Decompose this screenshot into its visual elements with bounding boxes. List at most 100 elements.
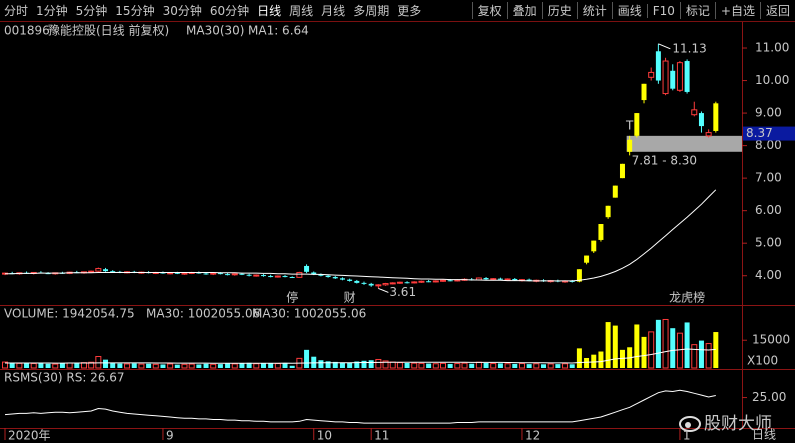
period-tab[interactable]: 多周期: [353, 4, 390, 18]
candle-body: [619, 163, 625, 179]
volume-bar: [691, 344, 698, 369]
high-label: 11.13: [672, 41, 706, 55]
volume-bar: [59, 363, 65, 368]
tool-button[interactable]: 画线: [611, 2, 647, 19]
candle-body: [253, 274, 260, 277]
volume-bar: [389, 361, 396, 369]
volume-bar: [217, 364, 223, 368]
candle-body: [103, 269, 109, 272]
period-tab[interactable]: 更多: [397, 4, 422, 18]
volume-bar: [518, 363, 525, 369]
x-tick-label: 12: [525, 429, 540, 443]
volume-bar: [311, 356, 317, 368]
candle-body: [368, 283, 374, 286]
candle-body: [354, 280, 360, 283]
candle-body: [612, 185, 618, 198]
volume-unit: X100: [747, 354, 778, 368]
volume-bar: [497, 363, 503, 368]
candle-body: [454, 279, 461, 282]
period-tab[interactable]: 分时: [4, 4, 29, 18]
ma-label: MA30(30): [186, 24, 244, 38]
candle-body: [591, 240, 597, 252]
volume-bar: [662, 318, 669, 369]
tool-button[interactable]: F10: [646, 3, 680, 18]
stock-name: 豫能控股(日线 前复权): [48, 23, 169, 38]
volume-bar: [411, 362, 418, 369]
last-price-label: 8.37: [746, 126, 773, 140]
candle-body: [332, 277, 338, 279]
period-tab[interactable]: 5分钟: [75, 4, 108, 18]
volume-bar: [2, 361, 8, 369]
period-label: 日线: [752, 428, 776, 442]
watermark: 股财大师: [704, 414, 772, 434]
candle-body: [670, 70, 676, 89]
volume-bar: [562, 363, 569, 369]
tool-button[interactable]: 返回: [759, 2, 795, 19]
volume-bar: [713, 332, 719, 368]
volume-bar: [591, 354, 597, 368]
tool-button[interactable]: 标记: [679, 2, 715, 19]
candle-body: [418, 280, 425, 283]
volume-ma-line: [5, 348, 716, 364]
y-tick-label: 9.00: [755, 106, 782, 120]
candle-body: [483, 278, 489, 280]
candle-body: [88, 270, 95, 273]
tool-button[interactable]: 叠加: [506, 2, 542, 19]
candle-body: [174, 272, 180, 274]
candle-body: [110, 271, 116, 273]
candle-body: [634, 113, 640, 136]
last-price-box: [743, 126, 795, 141]
period-tab[interactable]: 30分钟: [162, 4, 202, 18]
tool-button[interactable]: 历史: [541, 2, 577, 19]
candle-body: [411, 281, 418, 284]
tool-button[interactable]: 统计: [576, 2, 612, 19]
period-tab[interactable]: 周线: [289, 4, 314, 18]
candle-body: [713, 103, 719, 131]
period-tab[interactable]: 60分钟: [209, 4, 250, 18]
candle-body: [289, 277, 295, 279]
volume-bar: [138, 363, 145, 369]
candle-body: [655, 51, 661, 81]
candle-body: [181, 272, 188, 275]
event-marker: 财: [344, 291, 356, 305]
candle-body: [389, 282, 396, 285]
period-tab[interactable]: 月线: [321, 4, 346, 18]
low-pointer: [378, 287, 389, 293]
volume-bar: [426, 363, 432, 368]
period-tab[interactable]: 日线: [257, 4, 282, 18]
volume-bar: [274, 363, 281, 369]
volume-bar: [612, 325, 618, 368]
volume-bar: [74, 363, 80, 368]
volume-bar: [698, 340, 704, 368]
period-tab[interactable]: 1分钟: [36, 4, 68, 18]
period-tab[interactable]: 15分钟: [115, 4, 155, 18]
event-marker: 停: [286, 290, 298, 305]
volume-bar: [684, 322, 690, 368]
volume-bar: [375, 358, 382, 369]
volume-bar: [52, 363, 59, 369]
volume-bar: [16, 362, 23, 369]
event-marker: 龙虎榜: [669, 290, 705, 305]
x-tick-label: 10: [317, 429, 332, 443]
candle-body: [239, 273, 245, 275]
candle-body: [526, 279, 532, 281]
volume-bar: [676, 332, 683, 369]
candle-body: [584, 255, 590, 263]
volume-bar: [160, 364, 166, 368]
candle-body: [648, 71, 655, 78]
tool-button[interactable]: +自选: [714, 2, 760, 19]
volume-bar: [361, 360, 367, 368]
frame: [0, 22, 795, 429]
candle-body: [705, 132, 712, 137]
tool-button[interactable]: 复权: [471, 2, 507, 19]
volume-bar: [117, 363, 123, 368]
volume-bar: [605, 322, 611, 368]
volume-bar: [526, 364, 532, 368]
high-pointer: [658, 43, 671, 50]
watermark-icon: [679, 416, 701, 432]
volume-bar: [289, 365, 295, 368]
toolbar: 分时 1分钟 5分钟 15分钟 30分钟 60分钟 日线 周线 月线 多周期 更多 复权 叠加 历史 统计画…: [0, 0, 795, 22]
volume-bar: [576, 348, 582, 368]
volume-bar: [347, 362, 353, 368]
